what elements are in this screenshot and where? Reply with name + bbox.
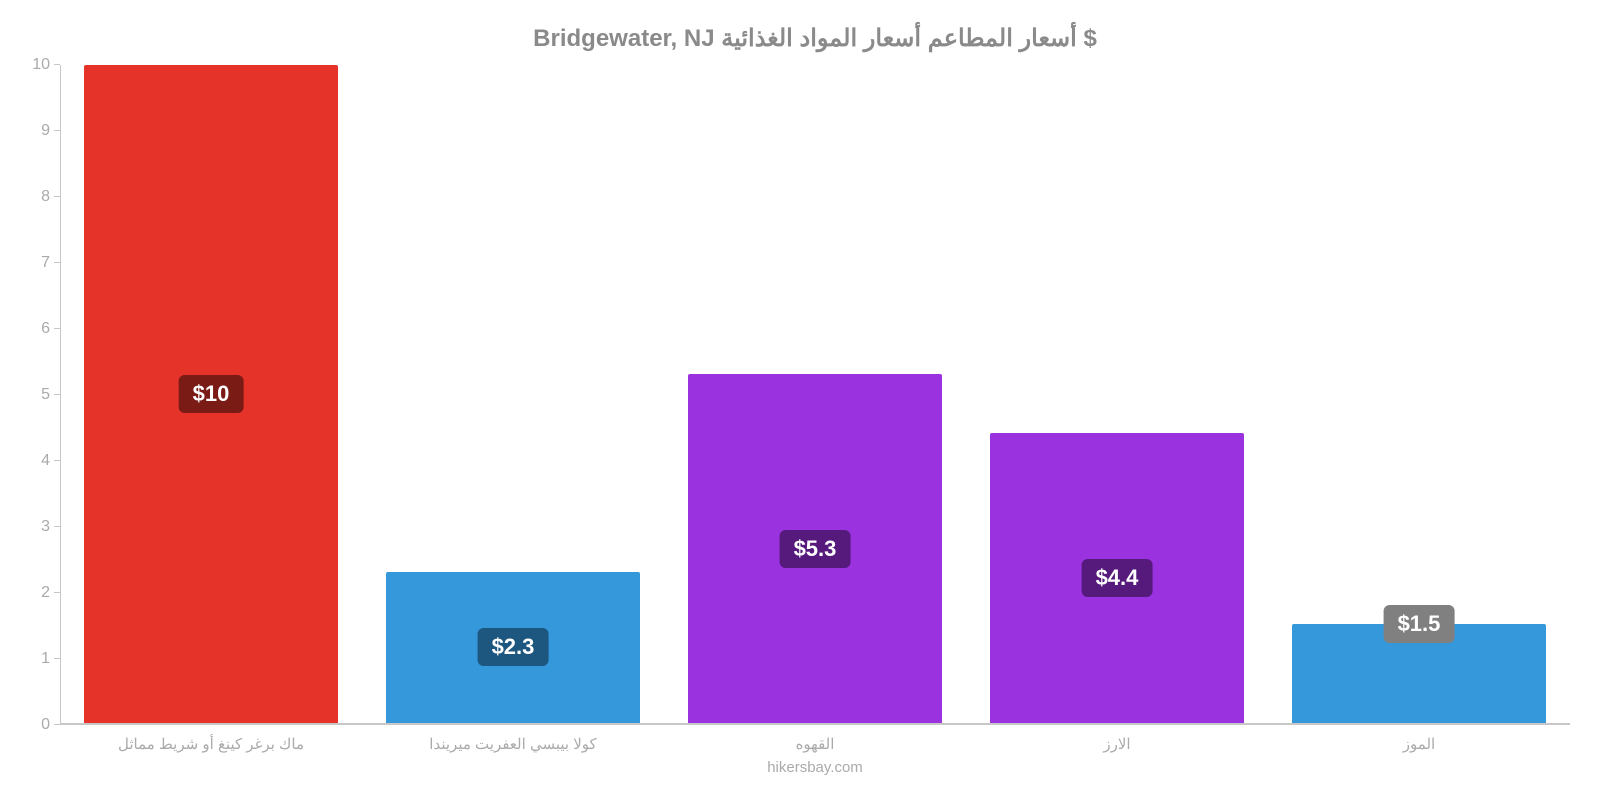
y-tick-label: 7: [41, 254, 60, 272]
bar-value-label: $5.3: [780, 530, 851, 568]
bar-slot: $1.5: [1268, 65, 1570, 723]
bar-slot: $10: [60, 65, 362, 723]
y-tick-mark: [54, 460, 60, 461]
y-tick-label: 9: [41, 122, 60, 140]
y-tick-mark: [54, 262, 60, 263]
y-tick-label: 4: [41, 452, 60, 470]
bar-slot: $5.3: [664, 65, 966, 723]
chart-title: Bridgewater, NJ أسعار المطاعم أسعار المو…: [60, 24, 1570, 53]
bar-value-label: $4.4: [1082, 559, 1153, 597]
category-label: ماك برغر كينغ أو شريط مماثل: [60, 735, 362, 753]
bar: $10: [84, 65, 338, 723]
bar: $1.5: [1292, 624, 1546, 723]
plot-area: $10$2.3$5.3$4.4$1.5 012345678910: [60, 65, 1570, 725]
y-tick-label: 5: [41, 386, 60, 404]
y-tick-label: 2: [41, 584, 60, 602]
y-tick-mark: [54, 526, 60, 527]
bar-value-label: $1.5: [1384, 605, 1455, 643]
y-tick-label: 6: [41, 320, 60, 338]
category-labels: ماك برغر كينغ أو شريط مماثلكولا بيبسي ال…: [60, 735, 1570, 753]
category-label: الموز: [1268, 735, 1570, 753]
y-tick-mark: [54, 724, 60, 725]
bar-slot: $2.3: [362, 65, 664, 723]
bar-slot: $4.4: [966, 65, 1268, 723]
bar-value-label: $2.3: [478, 628, 549, 666]
bars-container: $10 $2.3 $5.3 $4.4 $1.5: [60, 65, 1570, 723]
y-tick-mark: [54, 592, 60, 593]
y-tick-label: 3: [41, 518, 60, 536]
bar: $4.4: [990, 433, 1244, 723]
bar: $5.3: [688, 374, 942, 723]
bar: $2.3: [386, 572, 640, 723]
price-chart: Bridgewater, NJ أسعار المطاعم أسعار المو…: [0, 0, 1600, 800]
y-tick-label: 0: [41, 716, 60, 734]
y-tick-mark: [54, 196, 60, 197]
y-tick-mark: [54, 64, 60, 65]
bar-value-label: $10: [179, 375, 244, 413]
category-label: كولا بيبسي العفريت ميريندا: [362, 735, 664, 753]
x-axis: [60, 723, 1570, 725]
y-tick-label: 10: [32, 56, 60, 74]
y-tick-label: 8: [41, 188, 60, 206]
y-tick-mark: [54, 328, 60, 329]
y-tick-label: 1: [41, 650, 60, 668]
y-tick-mark: [54, 394, 60, 395]
category-label: الارز: [966, 735, 1268, 753]
category-label: القهوه: [664, 735, 966, 753]
y-tick-mark: [54, 130, 60, 131]
credit-label: hikersbay.com: [60, 759, 1570, 776]
y-tick-mark: [54, 658, 60, 659]
